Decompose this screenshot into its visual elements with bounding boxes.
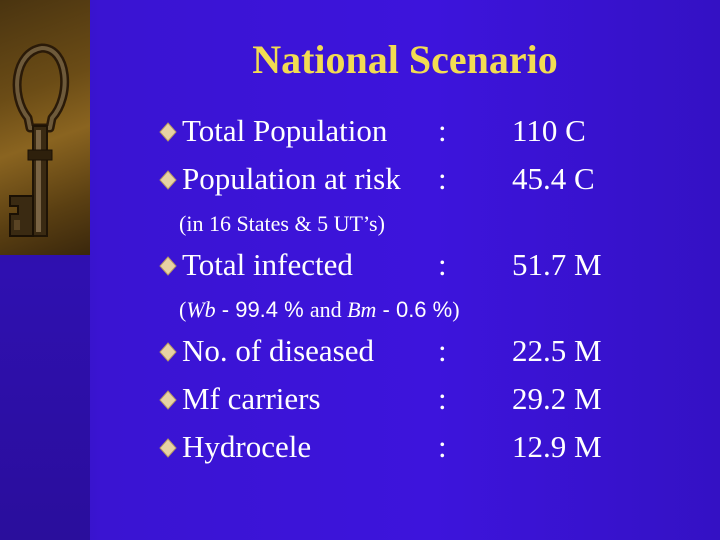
note-bm: Bm	[347, 297, 377, 322]
note-and: and	[309, 297, 348, 322]
item-value: 29.2 M	[512, 381, 602, 416]
item-value: 51.7 M	[512, 247, 602, 282]
item-label: Total Population	[182, 113, 388, 148]
item-colon: :	[438, 247, 447, 282]
note-close-paren: )	[452, 297, 460, 322]
diamond-bullet-icon	[159, 390, 177, 410]
item-label: Hydrocele	[182, 429, 312, 464]
item-label: Population at risk	[182, 161, 401, 196]
note-species: (Wb - 99.4 % and Bm - 0.6 %)	[179, 297, 460, 323]
note-states: (in 16 States & 5 UT’s)	[179, 211, 385, 236]
item-colon: :	[438, 333, 447, 368]
item-label: Total infected	[182, 247, 353, 282]
item-colon: :	[438, 161, 447, 196]
note-bm-value: - 0.6 %	[376, 297, 453, 322]
item-value: 22.5 M	[512, 333, 602, 368]
note-wb: Wb	[186, 297, 216, 322]
item-colon: :	[438, 429, 447, 464]
item-label: Mf carriers	[182, 381, 321, 416]
diamond-bullet-icon	[159, 342, 177, 362]
note-wb-value: - 99.4 %	[215, 297, 310, 322]
item-colon: :	[438, 381, 447, 416]
diamond-bullet-icon	[159, 170, 177, 190]
item-label: No. of diseased	[182, 333, 374, 368]
sidebar-strip	[0, 0, 90, 540]
note-open-paren: (	[179, 297, 187, 322]
diamond-bullet-icon	[159, 122, 177, 142]
diamond-bullet-icon	[159, 256, 177, 276]
item-value: 12.9 M	[512, 429, 602, 464]
slide-title: National Scenario	[252, 37, 558, 82]
key-photo	[0, 0, 90, 255]
key-icon	[9, 43, 70, 237]
item-value: 45.4 C	[512, 161, 595, 196]
item-colon: :	[438, 113, 447, 148]
diamond-bullet-icon	[159, 438, 177, 458]
item-value: 110 C	[512, 113, 586, 148]
